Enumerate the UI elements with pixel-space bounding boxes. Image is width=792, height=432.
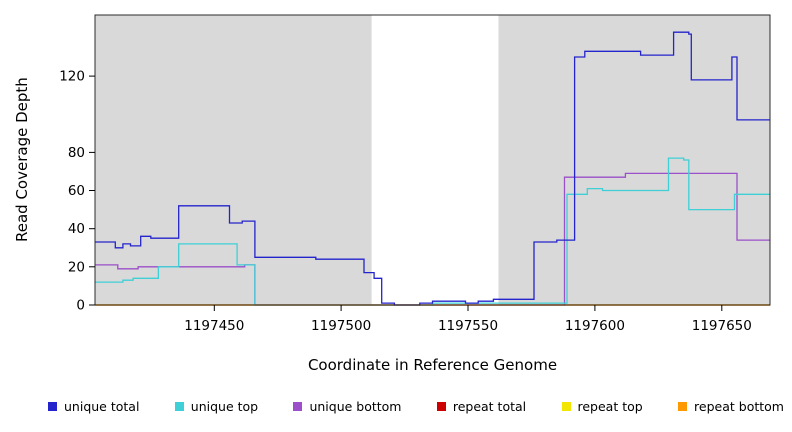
x-tick-label: 1197550 bbox=[438, 318, 498, 334]
y-tick-label: 20 bbox=[68, 259, 85, 275]
legend-label-repeat-bottom: repeat bottom bbox=[694, 399, 784, 414]
x-axis-title: Coordinate in Reference Genome bbox=[307, 356, 558, 374]
legend-label-unique-total: unique total bbox=[64, 399, 140, 414]
y-tick-label: 40 bbox=[68, 221, 85, 237]
legend-label-repeat-top: repeat top bbox=[577, 399, 643, 414]
legend: unique total unique top unique bottom repea… bbox=[48, 399, 784, 414]
legend-item-repeat-top: repeat top bbox=[561, 399, 643, 414]
legend-label-unique-bottom: unique bottom bbox=[309, 399, 402, 414]
legend-swatch-repeat-top bbox=[561, 402, 571, 411]
legend-item-unique-top: unique top bbox=[174, 399, 259, 414]
legend-swatch-unique-total bbox=[48, 402, 57, 411]
x-tick-label: 1197500 bbox=[311, 318, 371, 334]
legend-swatch-repeat-total bbox=[436, 402, 446, 411]
legend-item-repeat-total: repeat total bbox=[436, 399, 527, 414]
y-axis-title: Read Coverage Depth bbox=[13, 77, 31, 243]
legend-swatch-unique-bottom bbox=[293, 402, 303, 411]
series-line-unique-total bbox=[95, 31, 770, 306]
y-tick-label: 80 bbox=[68, 145, 85, 161]
legend-label-repeat-total: repeat total bbox=[452, 399, 527, 414]
masked-region bbox=[371, 15, 499, 305]
legend-item-repeat-bottom: repeat bottom bbox=[678, 399, 784, 414]
y-tick-label: 120 bbox=[59, 69, 85, 85]
legend-item-unique-bottom: unique bottom bbox=[293, 399, 402, 414]
legend-swatch-unique-top bbox=[174, 402, 184, 411]
legend-item-unique-total: unique total bbox=[48, 399, 139, 414]
chart-canvas: 0 20 40 60 80 120 1197450 1197500 1197550 1197600… bbox=[59, 14, 771, 334]
y-tick-label: 60 bbox=[68, 183, 85, 199]
y-tick-label: 0 bbox=[76, 298, 85, 314]
legend-label-unique-top: unique top bbox=[190, 399, 259, 414]
x-tick-label: 1197450 bbox=[184, 318, 244, 334]
legend-swatch-repeat-bottom bbox=[678, 402, 688, 411]
x-tick-label: 1197600 bbox=[565, 318, 625, 334]
plot-frame bbox=[94, 14, 771, 306]
x-tick-label: 1197650 bbox=[692, 318, 752, 334]
series-line-unique-top bbox=[95, 157, 770, 306]
